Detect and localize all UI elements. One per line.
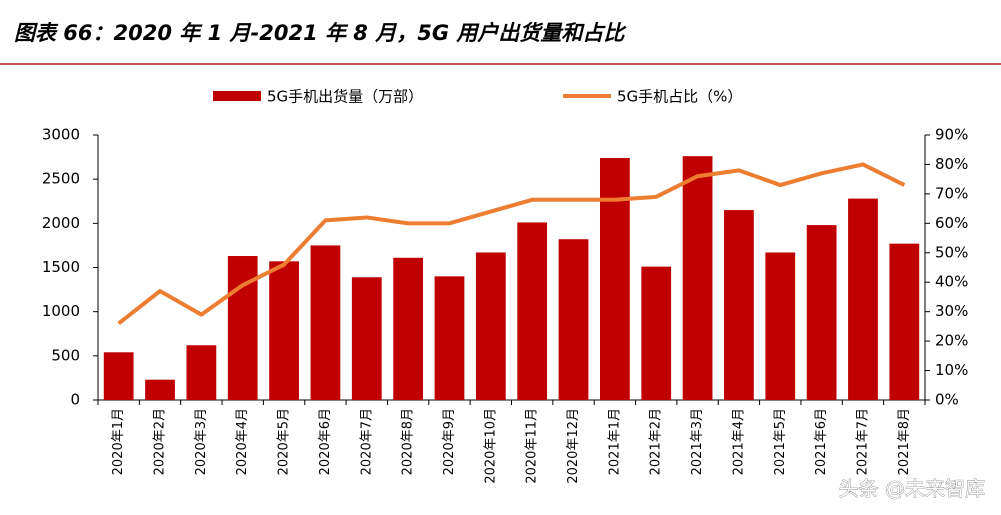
y-tick-label: 0 — [70, 391, 80, 409]
x-tick-label: 2021年6月 — [814, 408, 829, 475]
y2-tick-label: 90% — [935, 126, 968, 144]
x-tick-label: 2020年2月 — [153, 408, 168, 475]
x-tick-label: 2020年5月 — [277, 408, 292, 475]
bar — [682, 156, 713, 400]
bar — [351, 277, 382, 400]
legend-label: 5G手机出货量（万部） — [267, 88, 423, 106]
bar — [475, 252, 506, 400]
bar — [269, 261, 299, 400]
y2-tick-label: 50% — [935, 243, 968, 261]
x-tick-label: 2020年12月 — [566, 408, 581, 484]
x-tick-label: 2020年10月 — [483, 408, 498, 484]
y-tick-label: 1000 — [42, 302, 80, 320]
x-tick-label: 2020年3月 — [194, 408, 209, 475]
bar — [724, 210, 754, 400]
x-tick-label: 2020年1月 — [111, 408, 126, 475]
bar — [599, 157, 630, 400]
chart-title: 图表 66：2020 年 1 月-2021 年 8 月，5G 用户出货量和占比 — [14, 21, 627, 45]
y2-tick-label: 60% — [935, 214, 968, 232]
bar — [889, 243, 920, 400]
bar — [310, 245, 341, 400]
line — [117, 162, 906, 326]
watermark: 头条 @未来智库 — [839, 477, 985, 501]
x-tick-label: 2020年6月 — [318, 408, 333, 475]
bar — [145, 379, 175, 400]
x-tick-label: 2020年8月 — [401, 408, 416, 475]
y2-tick-label: 40% — [935, 273, 968, 291]
bar — [806, 225, 837, 400]
x-tick-label: 2020年7月 — [359, 408, 374, 475]
y-tick-label: 2000 — [42, 214, 80, 232]
legend-swatch — [213, 91, 261, 101]
x-tick-label: 2021年4月 — [731, 408, 746, 475]
x-tick-label: 2020年4月 — [235, 408, 250, 475]
x-tick-label: 2021年2月 — [649, 408, 664, 475]
bar — [434, 276, 465, 400]
y2-tick-label: 70% — [935, 184, 968, 202]
x-tick-label: 2020年11月 — [525, 408, 540, 484]
x-tick-label: 2021年5月 — [773, 408, 788, 475]
legend-label: 5G手机占比（%） — [617, 88, 742, 106]
bar — [641, 266, 672, 400]
bar — [393, 257, 424, 400]
x-tick-label: 2021年8月 — [897, 408, 912, 475]
y-tick-label: 2500 — [42, 170, 80, 188]
y2-tick-label: 0% — [935, 391, 959, 409]
y2-tick-label: 80% — [935, 155, 968, 173]
y-tick-label: 500 — [51, 346, 80, 364]
y-tick-label: 1500 — [42, 258, 80, 276]
y2-tick-label: 30% — [935, 302, 968, 320]
bar — [765, 252, 796, 400]
bar — [186, 345, 217, 400]
bar — [848, 198, 878, 400]
x-tick-label: 2020年9月 — [442, 408, 457, 475]
y2-tick-label: 20% — [935, 332, 968, 350]
y2-tick-label: 10% — [935, 361, 968, 379]
x-tick-label: 2021年7月 — [855, 408, 870, 475]
x-tick-label: 2021年1月 — [607, 408, 622, 475]
bar — [558, 239, 589, 400]
bar — [517, 222, 548, 400]
x-tick-label: 2021年3月 — [690, 408, 705, 475]
bar — [227, 256, 258, 400]
bar — [103, 352, 134, 400]
y-tick-label: 3000 — [42, 126, 80, 144]
